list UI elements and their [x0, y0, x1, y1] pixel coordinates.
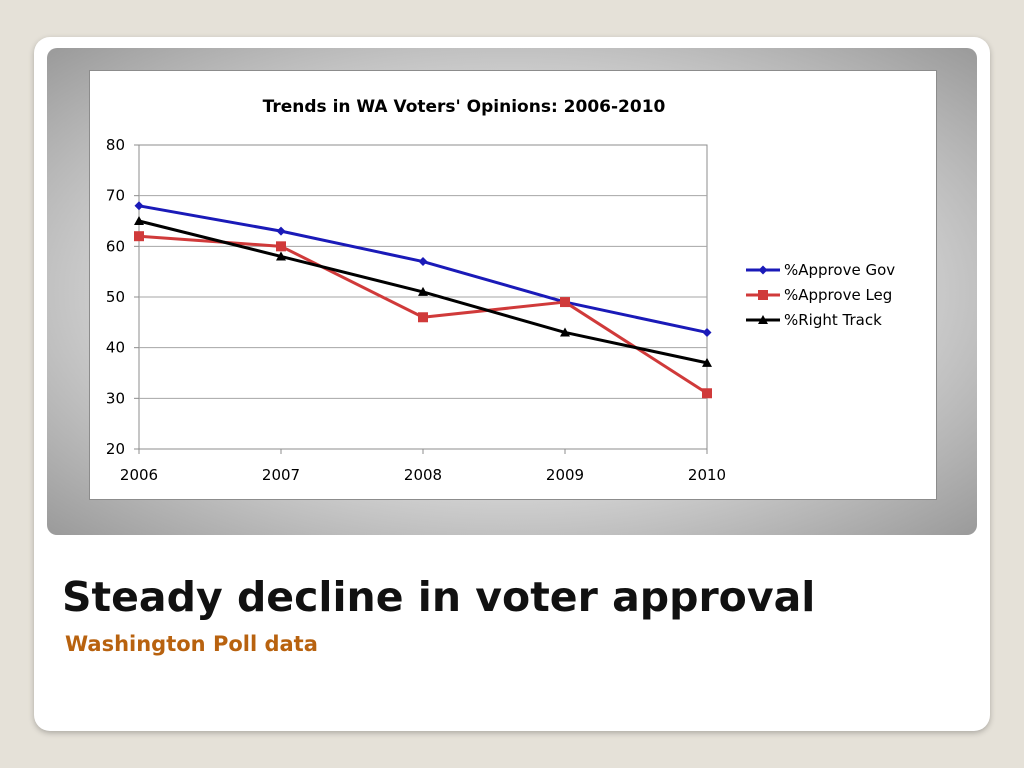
data-point: [276, 241, 286, 252]
data-point: [702, 327, 712, 337]
data-point: [418, 257, 428, 267]
chart-title: Trends in WA Voters' Opinions: 2006-2010: [263, 97, 666, 117]
slide-title: Steady decline in voter approval: [62, 573, 816, 621]
y-axis-ticks: 20 30 40 50 60 70 80: [106, 136, 139, 458]
data-point: [702, 388, 712, 399]
data-point: [560, 327, 570, 337]
data-point: [418, 312, 428, 323]
legend-marker: [758, 290, 768, 300]
slide: 20 30 40 50 60 70 80 2006 2007 2008 2009 2010 Tren…: [34, 37, 990, 731]
y-tick-label: 50: [106, 288, 125, 306]
x-tick-label: 2009: [546, 466, 584, 484]
legend-label: %Right Track: [784, 311, 882, 329]
y-tick-label: 60: [106, 237, 125, 255]
series-lines: [134, 201, 712, 399]
data-point: [134, 231, 144, 242]
data-point: [560, 297, 570, 308]
line-chart: 20 30 40 50 60 70 80 2006 2007 2008 2009 2010 Tren…: [106, 97, 895, 484]
y-tick-label: 20: [106, 440, 125, 458]
y-tick-label: 70: [106, 187, 125, 205]
y-tick-label: 30: [106, 389, 125, 407]
legend-marker: [758, 315, 768, 324]
x-tick-label: 2008: [404, 466, 442, 484]
x-tick-label: 2010: [688, 466, 726, 484]
y-tick-label: 40: [106, 339, 125, 357]
x-axis-ticks: 2006 2007 2008 2009 2010: [120, 449, 726, 484]
slide-subtitle: Washington Poll data: [65, 632, 318, 656]
x-tick-label: 2006: [120, 466, 158, 484]
x-tick-label: 2007: [262, 466, 300, 484]
data-point: [702, 357, 712, 367]
data-point: [134, 201, 144, 211]
chart-area: 20 30 40 50 60 70 80 2006 2007 2008 2009 2010 Tren…: [89, 70, 937, 500]
legend: %Approve Gov %Approve Leg %Right Track: [746, 261, 895, 329]
data-point: [276, 226, 286, 236]
legend-marker: [758, 265, 768, 275]
chart-frame: 20 30 40 50 60 70 80 2006 2007 2008 2009 2010 Tren…: [47, 48, 977, 535]
legend-label: %Approve Leg: [784, 286, 892, 304]
data-point: [418, 286, 428, 296]
data-point: [134, 216, 144, 225]
y-tick-label: 80: [106, 136, 125, 154]
gridlines: [139, 195, 707, 399]
legend-label: %Approve Gov: [784, 261, 895, 279]
data-point: [276, 251, 286, 261]
